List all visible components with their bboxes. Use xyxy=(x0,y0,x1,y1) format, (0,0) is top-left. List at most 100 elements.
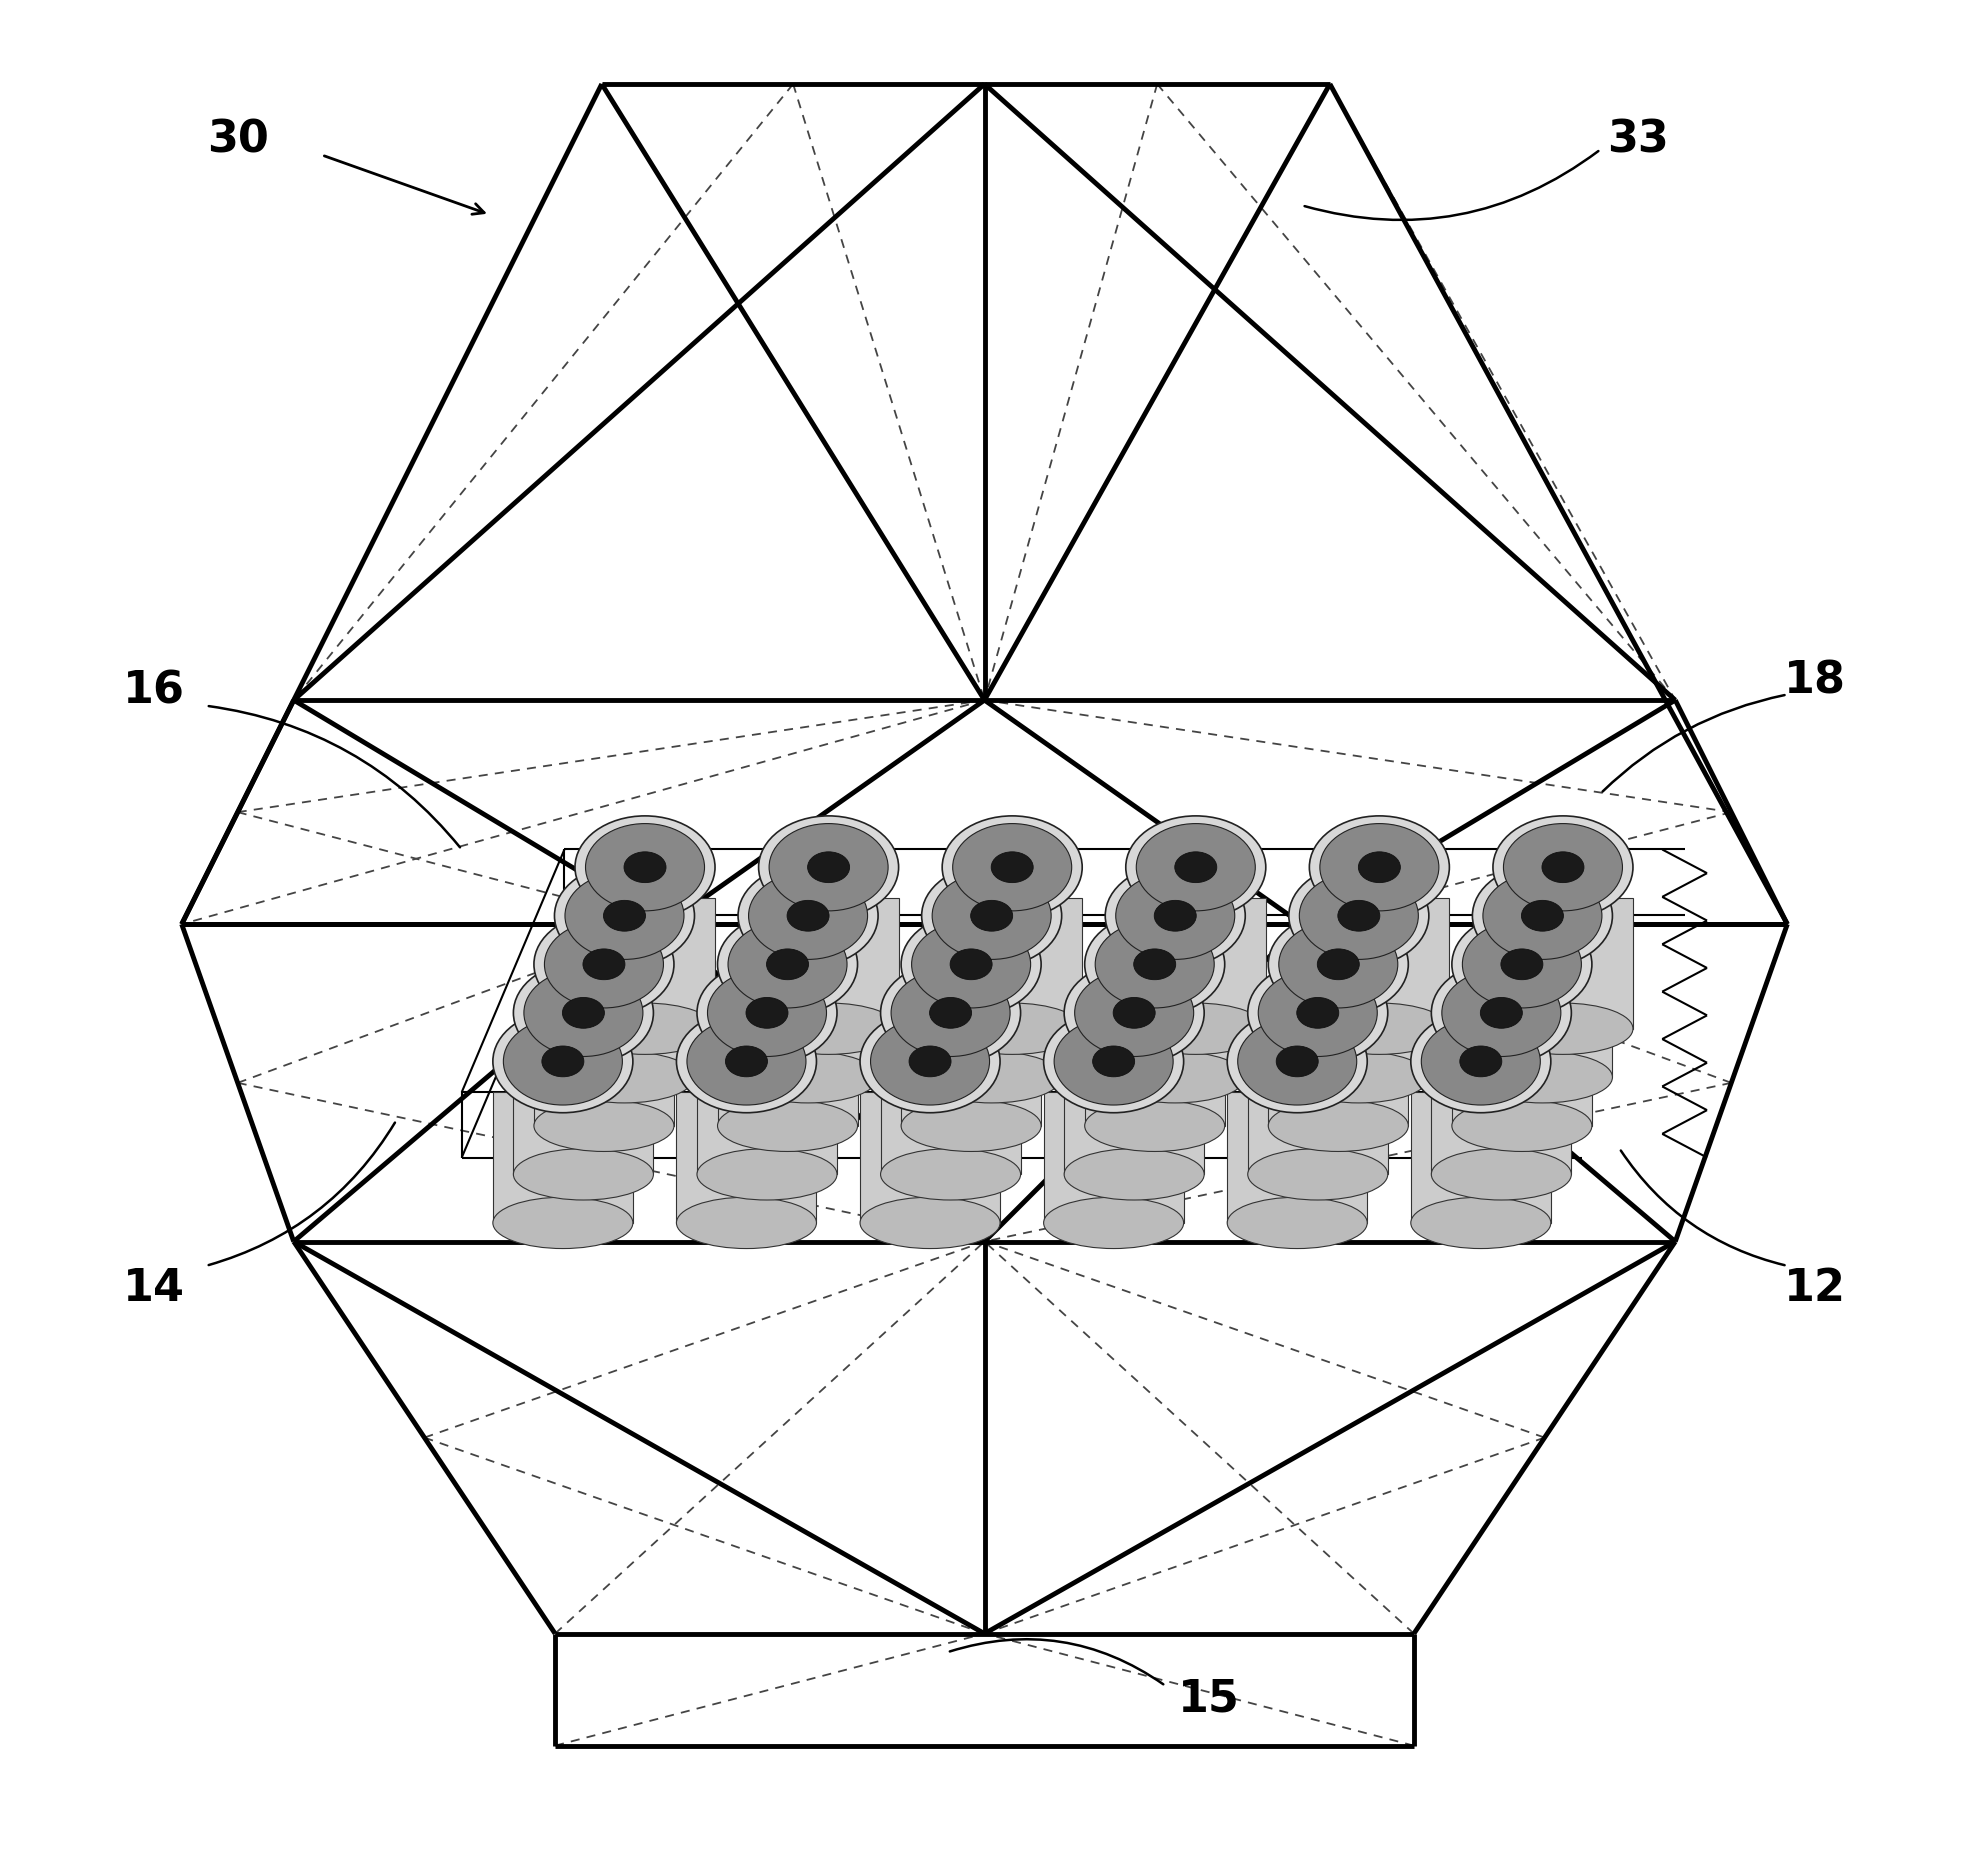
Ellipse shape xyxy=(1248,1148,1388,1200)
Ellipse shape xyxy=(1463,920,1581,1008)
Ellipse shape xyxy=(624,851,666,883)
Polygon shape xyxy=(1309,898,1449,1029)
Text: 33: 33 xyxy=(1607,118,1670,162)
Ellipse shape xyxy=(880,1148,1020,1200)
Ellipse shape xyxy=(1300,872,1418,960)
Ellipse shape xyxy=(1359,851,1400,883)
Ellipse shape xyxy=(575,1003,715,1055)
Ellipse shape xyxy=(1112,997,1156,1029)
Ellipse shape xyxy=(534,913,673,1016)
Polygon shape xyxy=(717,995,858,1126)
Ellipse shape xyxy=(677,1010,817,1113)
Polygon shape xyxy=(1105,947,1244,1077)
Ellipse shape xyxy=(492,1010,632,1113)
Ellipse shape xyxy=(746,997,788,1029)
Polygon shape xyxy=(738,947,878,1077)
Ellipse shape xyxy=(748,872,868,960)
Ellipse shape xyxy=(788,900,829,932)
Ellipse shape xyxy=(990,851,1034,883)
Ellipse shape xyxy=(492,1197,632,1249)
Text: 30: 30 xyxy=(207,118,268,162)
Ellipse shape xyxy=(1493,816,1632,919)
Ellipse shape xyxy=(545,920,664,1008)
Polygon shape xyxy=(1126,898,1266,1029)
Polygon shape xyxy=(514,1044,654,1174)
Text: 14: 14 xyxy=(122,1266,185,1311)
Polygon shape xyxy=(1412,1092,1552,1223)
Ellipse shape xyxy=(1248,962,1388,1064)
Ellipse shape xyxy=(953,823,1071,911)
Ellipse shape xyxy=(514,962,654,1064)
Ellipse shape xyxy=(1227,1197,1366,1249)
Polygon shape xyxy=(1063,1044,1205,1174)
Ellipse shape xyxy=(1085,1100,1225,1152)
Polygon shape xyxy=(921,947,1061,1077)
Ellipse shape xyxy=(1500,948,1544,980)
Ellipse shape xyxy=(758,1003,898,1055)
Polygon shape xyxy=(1473,947,1613,1077)
Ellipse shape xyxy=(565,872,683,960)
Ellipse shape xyxy=(1093,1046,1134,1077)
Ellipse shape xyxy=(1105,1051,1244,1103)
Ellipse shape xyxy=(1105,864,1244,967)
Ellipse shape xyxy=(943,1003,1083,1055)
Ellipse shape xyxy=(1522,900,1563,932)
Ellipse shape xyxy=(1451,913,1591,1016)
Ellipse shape xyxy=(1085,913,1225,1016)
Ellipse shape xyxy=(1317,948,1359,980)
Ellipse shape xyxy=(583,948,624,980)
Ellipse shape xyxy=(555,1051,695,1103)
Polygon shape xyxy=(697,1044,837,1174)
Ellipse shape xyxy=(1412,1197,1552,1249)
Ellipse shape xyxy=(1483,872,1603,960)
Ellipse shape xyxy=(1412,1010,1552,1113)
Ellipse shape xyxy=(1126,1003,1266,1055)
Text: 16: 16 xyxy=(122,668,185,713)
Polygon shape xyxy=(758,898,898,1029)
Ellipse shape xyxy=(534,1100,673,1152)
Ellipse shape xyxy=(758,816,898,919)
Ellipse shape xyxy=(738,864,878,967)
Ellipse shape xyxy=(687,1018,805,1105)
Ellipse shape xyxy=(1298,997,1339,1029)
Polygon shape xyxy=(902,995,1042,1126)
Ellipse shape xyxy=(677,1197,817,1249)
Ellipse shape xyxy=(1063,962,1205,1064)
Ellipse shape xyxy=(1309,1003,1449,1055)
Ellipse shape xyxy=(910,1046,951,1077)
Ellipse shape xyxy=(1053,1018,1174,1105)
Ellipse shape xyxy=(1441,969,1561,1057)
Ellipse shape xyxy=(971,900,1012,932)
Text: 12: 12 xyxy=(1784,1266,1847,1311)
Ellipse shape xyxy=(555,864,695,967)
Polygon shape xyxy=(534,995,673,1126)
Ellipse shape xyxy=(524,969,644,1057)
Ellipse shape xyxy=(929,997,971,1029)
Ellipse shape xyxy=(1459,1046,1502,1077)
Polygon shape xyxy=(1290,947,1429,1077)
Ellipse shape xyxy=(880,962,1020,1064)
Ellipse shape xyxy=(729,920,847,1008)
Ellipse shape xyxy=(766,948,809,980)
Ellipse shape xyxy=(603,900,646,932)
Ellipse shape xyxy=(1309,816,1449,919)
Ellipse shape xyxy=(943,816,1083,919)
Ellipse shape xyxy=(870,1018,990,1105)
Ellipse shape xyxy=(921,864,1061,967)
Polygon shape xyxy=(1248,1044,1388,1174)
Ellipse shape xyxy=(1239,1018,1357,1105)
Polygon shape xyxy=(880,1044,1020,1174)
Polygon shape xyxy=(1451,995,1591,1126)
Ellipse shape xyxy=(892,969,1010,1057)
Ellipse shape xyxy=(1044,1010,1183,1113)
Ellipse shape xyxy=(1290,1051,1429,1103)
Ellipse shape xyxy=(912,920,1030,1008)
Ellipse shape xyxy=(951,948,992,980)
Ellipse shape xyxy=(1258,969,1376,1057)
Ellipse shape xyxy=(697,1148,837,1200)
Polygon shape xyxy=(492,1092,632,1223)
Polygon shape xyxy=(860,1092,1000,1223)
Ellipse shape xyxy=(1075,969,1193,1057)
Ellipse shape xyxy=(1319,823,1439,911)
Polygon shape xyxy=(1044,1092,1183,1223)
